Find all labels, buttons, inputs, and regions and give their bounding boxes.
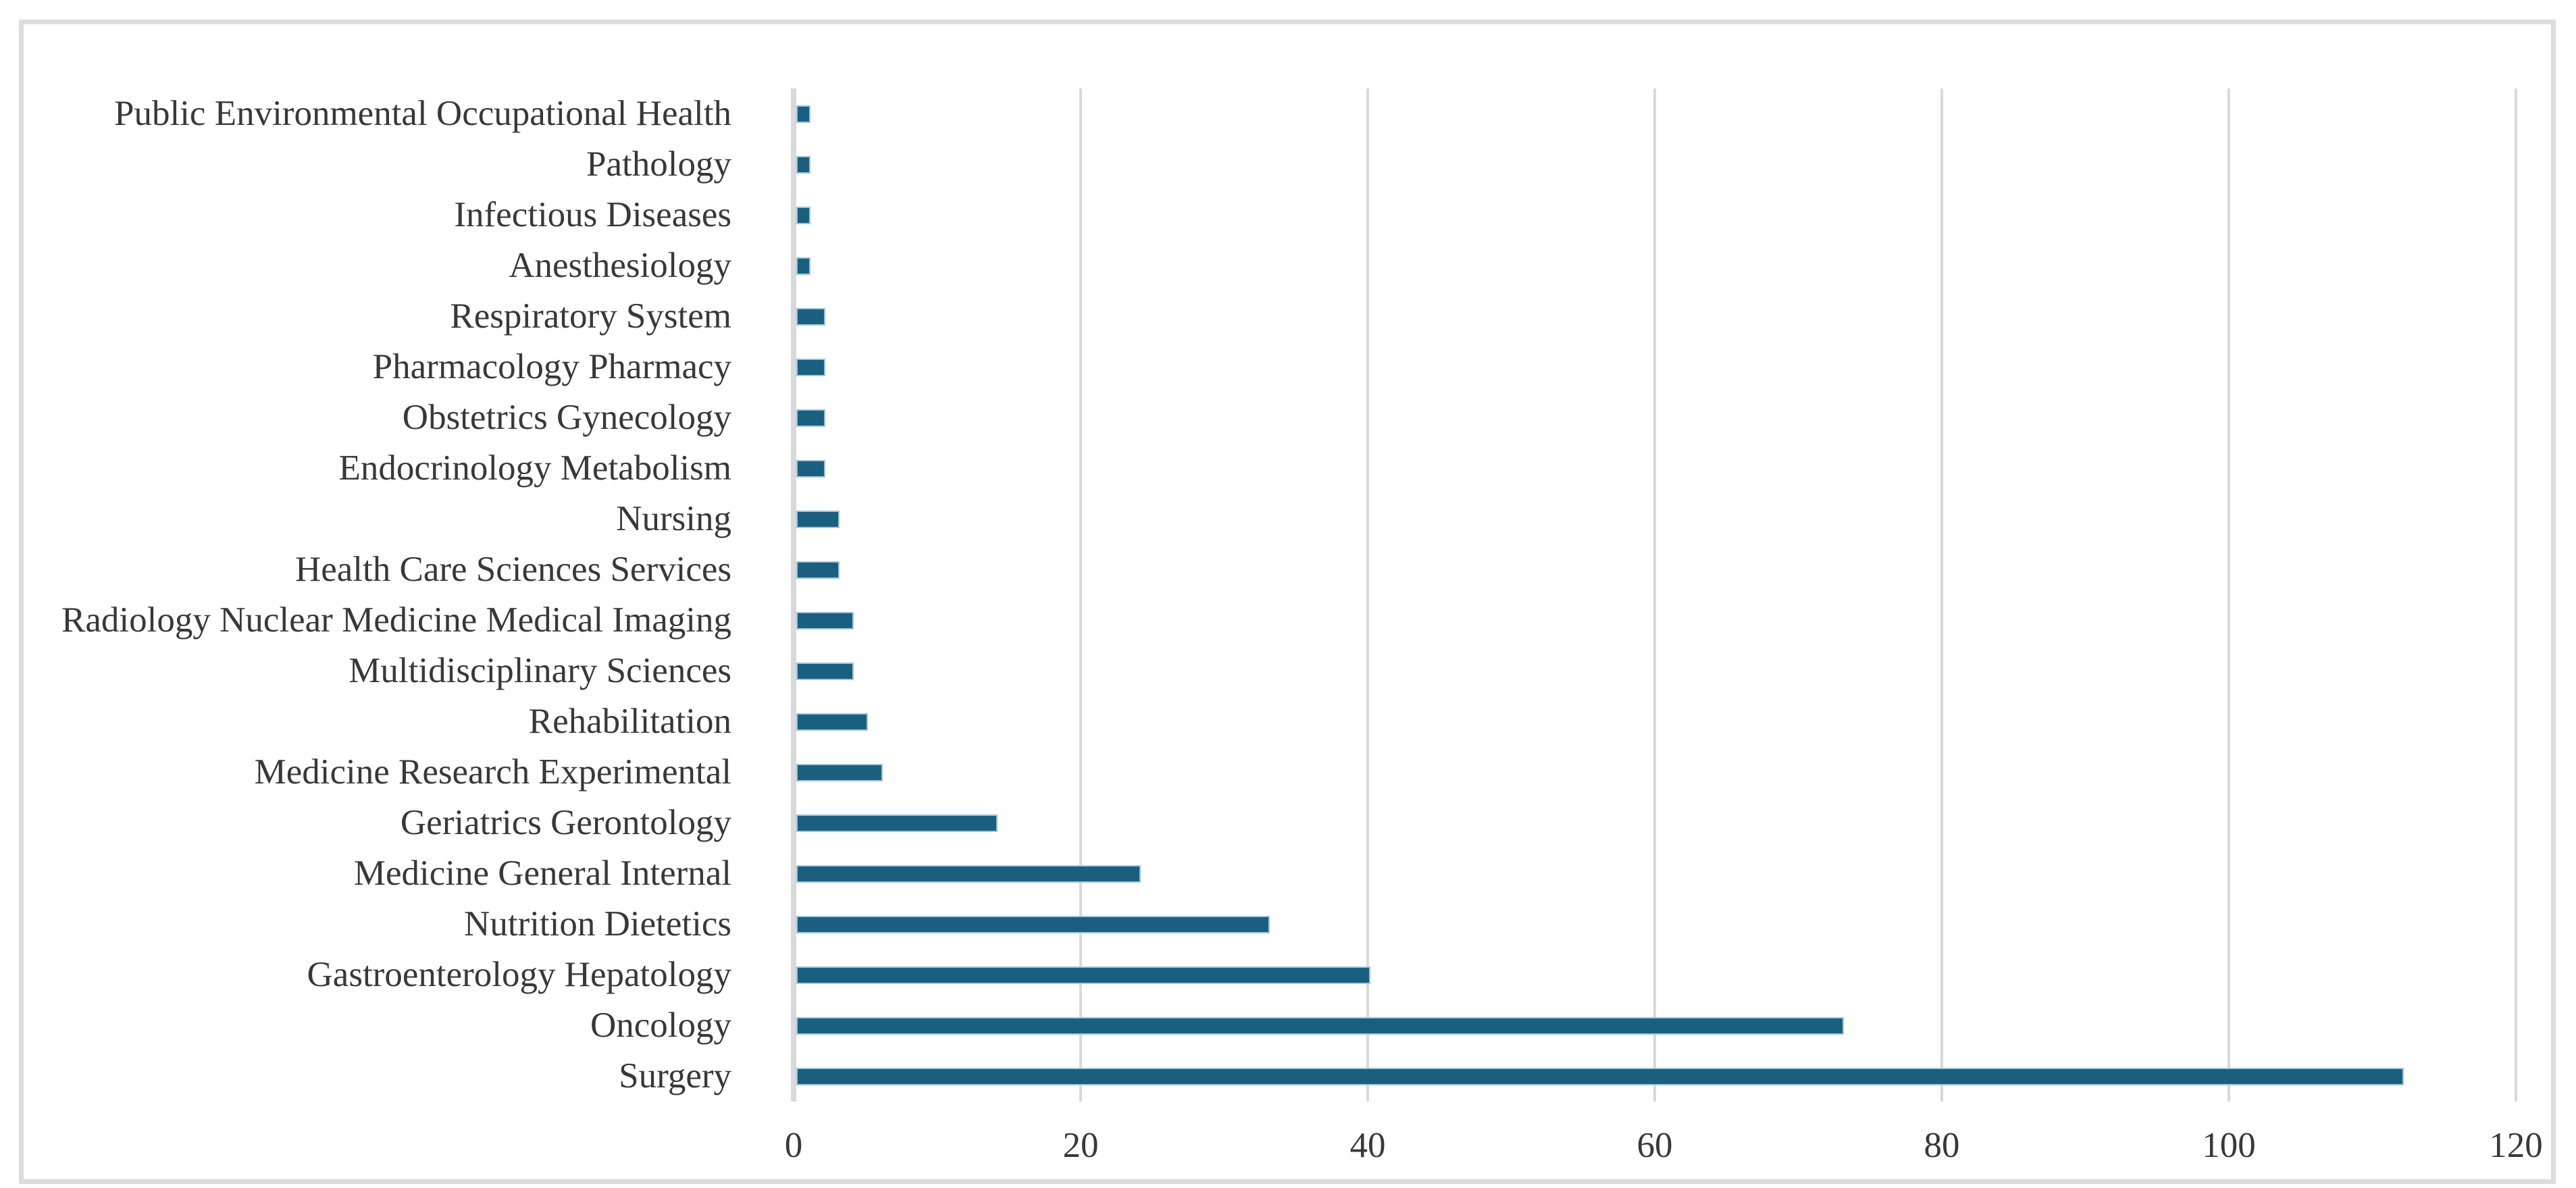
bar-anesthesiology xyxy=(796,257,811,275)
bar-endocrinology-metabolism xyxy=(796,459,825,477)
category-label: Obstetrics Gynecology xyxy=(402,398,731,437)
x-tick-label: 20 xyxy=(1062,1126,1099,1165)
bar-obstetrics-gynecology xyxy=(796,409,825,427)
bar-nursing xyxy=(796,510,840,528)
value-axis-line xyxy=(791,88,796,1102)
gridline xyxy=(1079,88,1082,1102)
bar-pharmacology-pharmacy xyxy=(796,358,825,376)
category-label: Multidisciplinary Sciences xyxy=(349,651,731,690)
bar-infectious-diseases xyxy=(796,206,811,224)
x-tick-label: 60 xyxy=(1637,1126,1673,1165)
bar-gastroenterology-hepatology xyxy=(796,966,1370,984)
category-label: Rehabilitation xyxy=(528,702,731,741)
bar-public-environmental-occupational-health xyxy=(796,105,811,123)
category-label: Oncology xyxy=(590,1006,731,1045)
bar-nutrition-dietetics xyxy=(796,915,1270,933)
category-label: Endocrinology Metabolism xyxy=(338,448,731,488)
category-label: Medicine General Internal xyxy=(353,854,731,893)
bar-multidisciplinary-sciences xyxy=(796,662,854,680)
category-label: Anesthesiology xyxy=(509,246,731,285)
category-label: Geriatrics Gerontology xyxy=(400,803,731,842)
bar-rehabilitation xyxy=(796,713,869,731)
gridline xyxy=(2227,88,2230,1102)
category-label: Surgery xyxy=(619,1056,731,1095)
category-label: Pathology xyxy=(586,145,731,184)
category-label: Nursing xyxy=(616,499,731,538)
bar-medicine-research-experimental xyxy=(796,763,883,781)
category-label: Respiratory System xyxy=(450,296,731,336)
gridline xyxy=(1366,88,1369,1102)
bar-surgery xyxy=(796,1067,2404,1085)
x-tick-label: 100 xyxy=(2202,1126,2256,1165)
x-tick-label: 0 xyxy=(784,1126,803,1165)
category-label: Health Care Sciences Services xyxy=(294,550,731,589)
category-label: Pharmacology Pharmacy xyxy=(372,347,731,386)
gridline xyxy=(2515,88,2517,1102)
bar-respiratory-system xyxy=(796,307,825,326)
gridline xyxy=(1653,88,1656,1102)
x-tick-label: 80 xyxy=(1924,1126,1960,1165)
category-label: Infectious Diseases xyxy=(454,195,731,234)
bar-medicine-general-internal xyxy=(796,864,1141,883)
category-label: Public Environmental Occupational Health xyxy=(114,94,731,133)
category-label: Nutrition Dietetics xyxy=(464,904,731,944)
category-label: Medicine Research Experimental xyxy=(254,752,731,792)
bar-health-care-sciences-services xyxy=(796,561,840,579)
category-label: Radiology Nuclear Medicine Medical Imagi… xyxy=(61,600,731,640)
x-tick-label: 40 xyxy=(1349,1126,1386,1165)
bar-geriatrics-gerontology xyxy=(796,814,998,832)
bar-pathology xyxy=(796,155,811,174)
category-label: Gastroenterology Hepatology xyxy=(307,955,731,994)
bar-oncology xyxy=(796,1016,1845,1035)
bar-radiology-nuclear-medicine-medical-imaging xyxy=(796,611,854,629)
chart-frame: Public Environmental Occupational Health… xyxy=(19,20,2556,1184)
gridline xyxy=(1940,88,1943,1102)
x-tick-label: 120 xyxy=(2489,1126,2543,1165)
